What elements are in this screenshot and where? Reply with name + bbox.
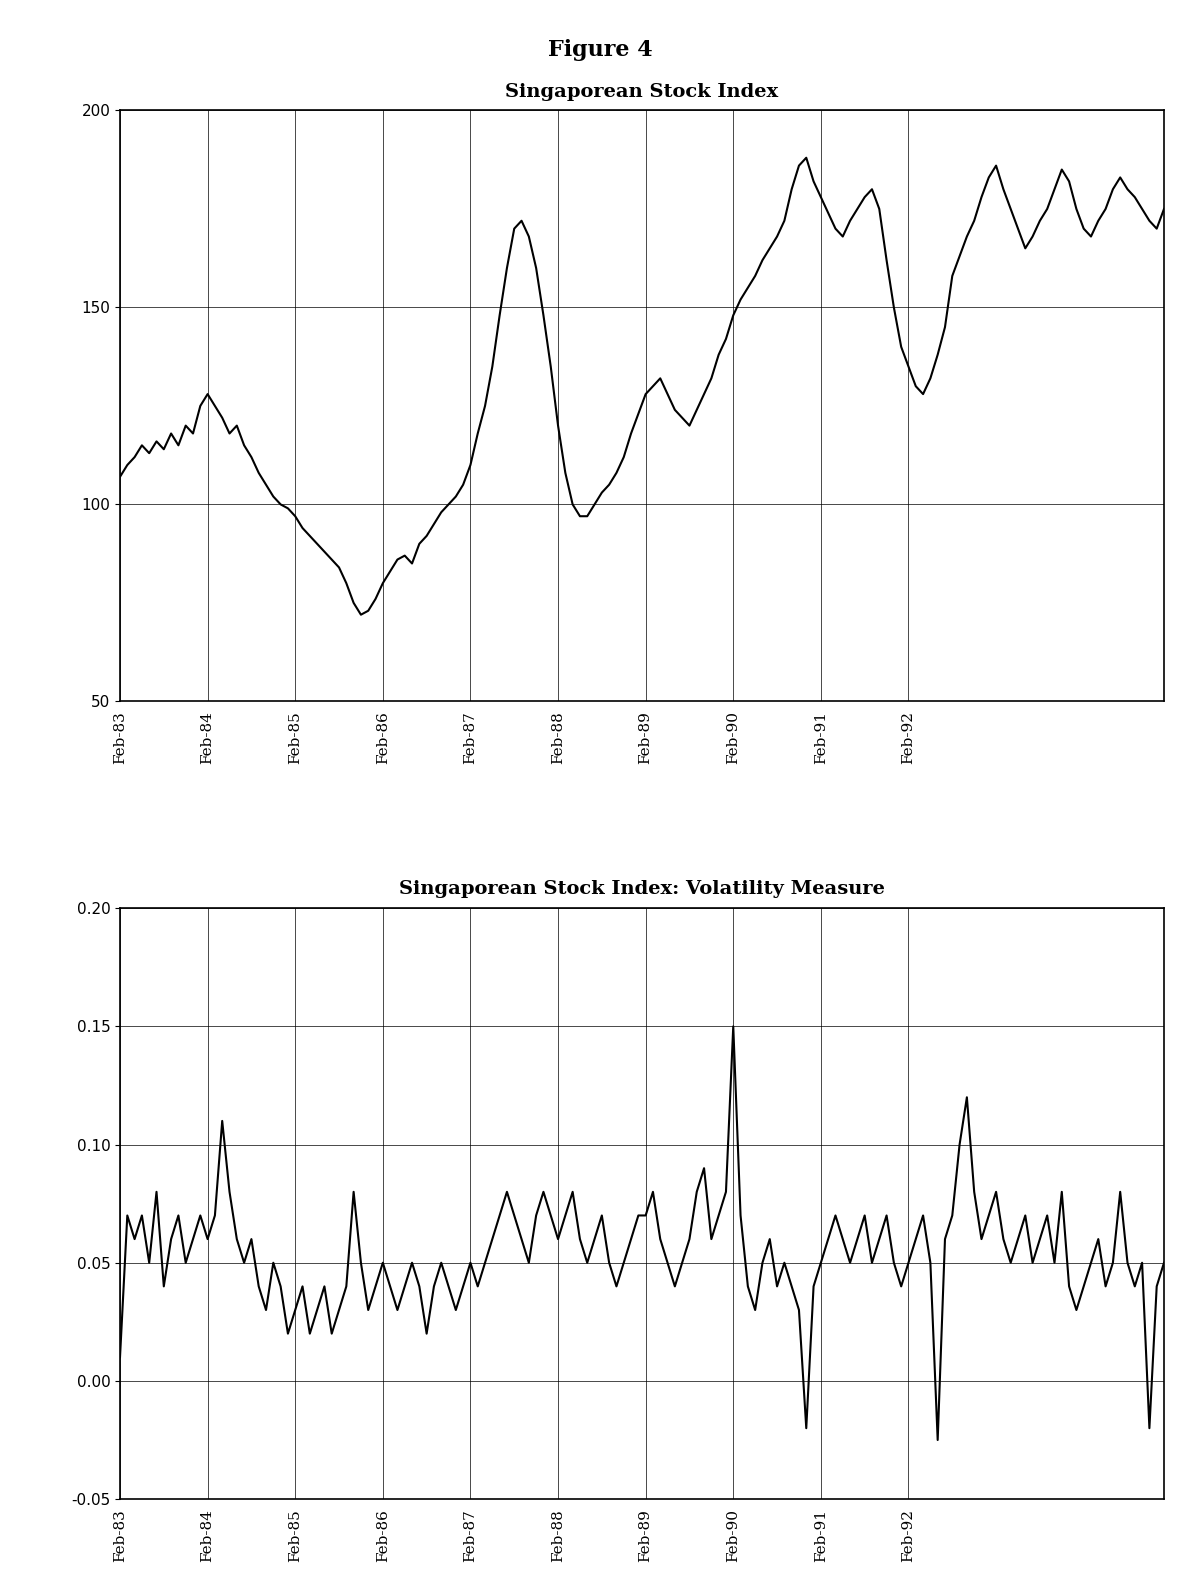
Title: Singaporean Stock Index: Singaporean Stock Index	[505, 82, 779, 101]
Title: Singaporean Stock Index: Volatility Measure: Singaporean Stock Index: Volatility Meas…	[400, 881, 884, 898]
Text: Figure 4: Figure 4	[547, 39, 653, 62]
